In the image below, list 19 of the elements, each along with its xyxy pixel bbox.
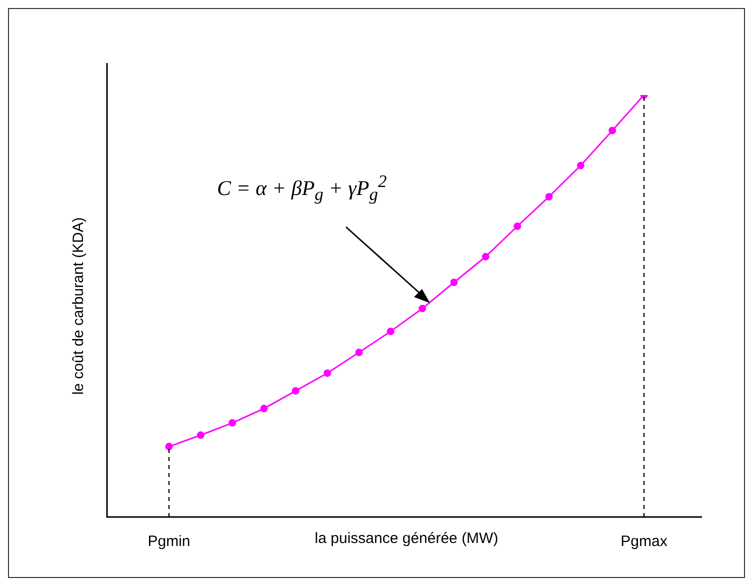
- point: [165, 442, 173, 450]
- point: [386, 328, 394, 336]
- point: [260, 404, 268, 412]
- point: [576, 162, 584, 170]
- point: [228, 419, 236, 427]
- x-tick-label: Pgmin: [148, 533, 190, 550]
- point: [450, 278, 458, 286]
- point: [324, 369, 332, 377]
- point: [545, 192, 553, 200]
- y-axis-title: le coût de carburant (KDA): [70, 217, 88, 395]
- point: [355, 348, 363, 356]
- point: [514, 222, 522, 230]
- point: [482, 252, 490, 260]
- point: [608, 126, 616, 134]
- point: [196, 431, 204, 439]
- x-tick-label: Pgmax: [620, 533, 668, 550]
- point: [418, 304, 426, 312]
- point: [292, 387, 300, 395]
- x-axis-title: la puissance générée (MW): [314, 530, 498, 548]
